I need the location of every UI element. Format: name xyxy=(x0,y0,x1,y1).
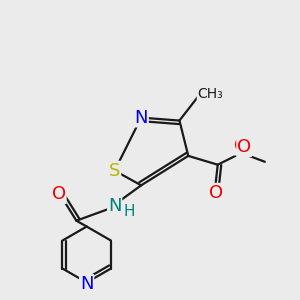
Text: N: N xyxy=(80,275,93,293)
Text: O: O xyxy=(237,138,251,156)
Text: O: O xyxy=(52,185,66,203)
Text: CH₃: CH₃ xyxy=(197,87,223,101)
Text: N: N xyxy=(108,197,122,215)
Text: S: S xyxy=(109,162,120,180)
Text: N: N xyxy=(134,109,148,127)
Text: O: O xyxy=(234,136,248,154)
Text: O: O xyxy=(209,184,223,202)
Text: H: H xyxy=(124,204,135,219)
